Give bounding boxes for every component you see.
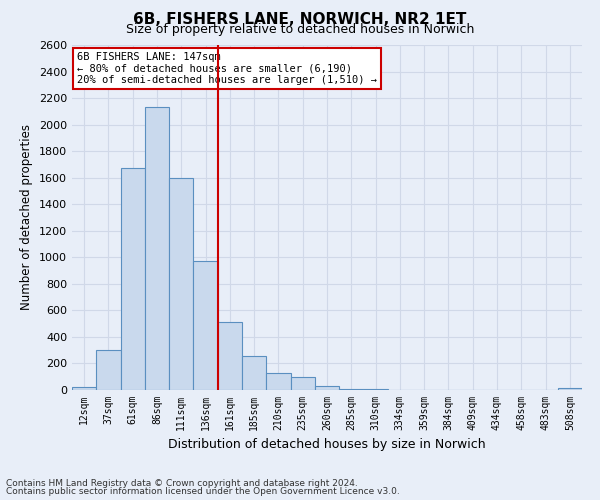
Bar <box>169 178 193 390</box>
Text: Size of property relative to detached houses in Norwich: Size of property relative to detached ho… <box>126 22 474 36</box>
Text: 6B FISHERS LANE: 147sqm
← 80% of detached houses are smaller (6,190)
20% of semi: 6B FISHERS LANE: 147sqm ← 80% of detache… <box>77 52 377 85</box>
X-axis label: Distribution of detached houses by size in Norwich: Distribution of detached houses by size … <box>168 438 486 452</box>
Bar <box>96 350 121 390</box>
Bar <box>315 386 339 390</box>
Bar <box>339 388 364 390</box>
Bar <box>266 374 290 390</box>
Bar <box>558 388 582 390</box>
Bar <box>193 262 218 390</box>
Bar <box>290 378 315 390</box>
Text: Contains HM Land Registry data © Crown copyright and database right 2024.: Contains HM Land Registry data © Crown c… <box>6 478 358 488</box>
Bar <box>242 356 266 390</box>
Bar <box>145 108 169 390</box>
Y-axis label: Number of detached properties: Number of detached properties <box>20 124 34 310</box>
Text: Contains public sector information licensed under the Open Government Licence v3: Contains public sector information licen… <box>6 487 400 496</box>
Text: 6B, FISHERS LANE, NORWICH, NR2 1ET: 6B, FISHERS LANE, NORWICH, NR2 1ET <box>133 12 467 28</box>
Bar <box>72 388 96 390</box>
Bar <box>121 168 145 390</box>
Bar <box>218 322 242 390</box>
